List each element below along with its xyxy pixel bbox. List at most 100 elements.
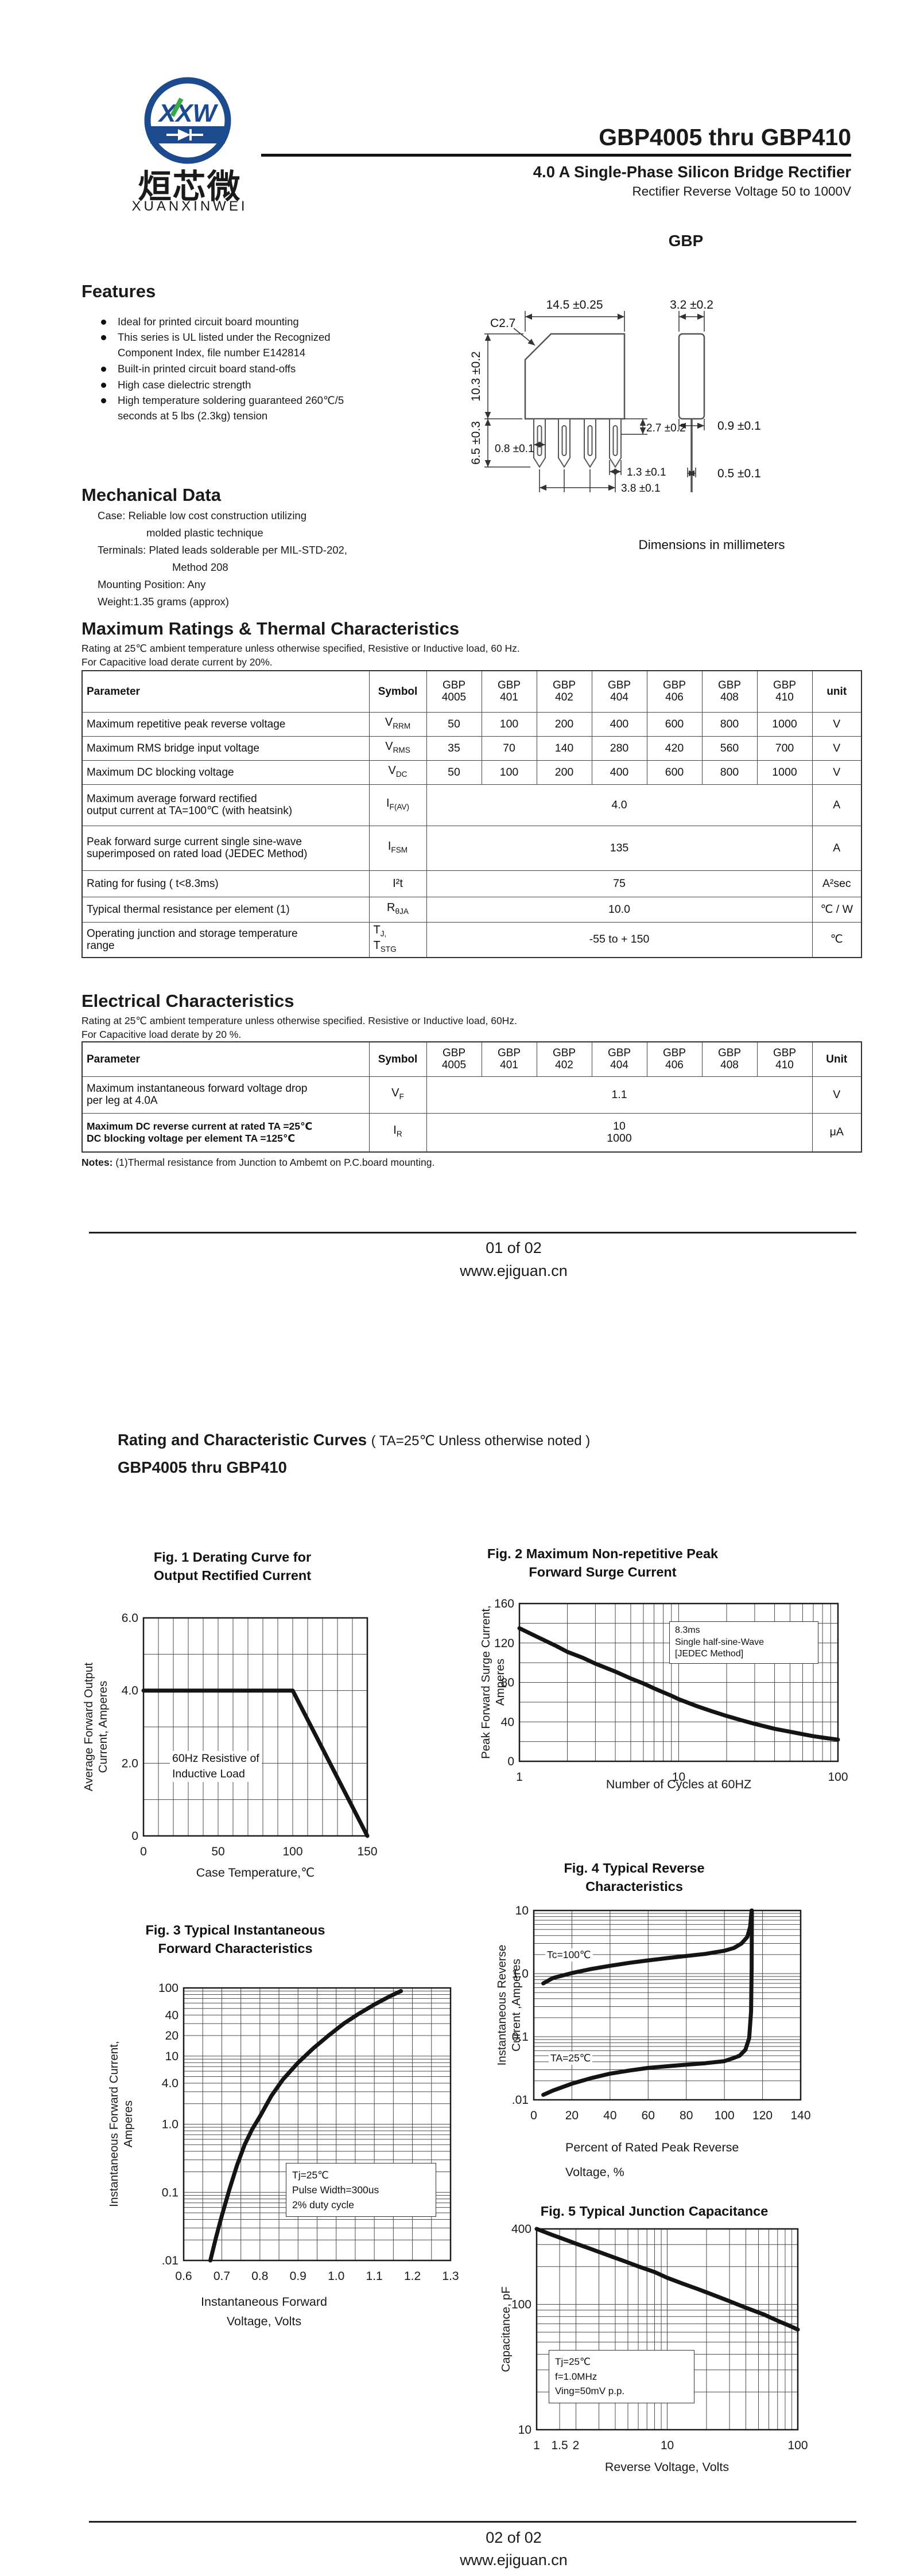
svg-text:4.0: 4.0 bbox=[162, 2077, 178, 2090]
fig5-annotation: Tj=25℃ f=1.0MHz Ving=50mV p.p. bbox=[549, 2350, 694, 2403]
logo-latin-name: XUANXINWEI bbox=[131, 199, 248, 214]
svg-text:50: 50 bbox=[211, 1845, 224, 1858]
fig1-x-axis-label: Case Temperature,℃ bbox=[196, 1866, 315, 1880]
svg-text:1.3: 1.3 bbox=[442, 2270, 459, 2283]
col-device: GBP 408 bbox=[701, 670, 758, 713]
package-side-view bbox=[678, 333, 705, 420]
svg-text:80: 80 bbox=[501, 1676, 514, 1690]
svg-text:0.9: 0.9 bbox=[290, 2270, 306, 2283]
col-device: GBP 404 bbox=[591, 670, 647, 713]
fig4-y-axis-label: Instantaneous Reverse Current ,Amperes bbox=[495, 1944, 523, 2066]
fig5-y-axis-label: Capacitance, pF bbox=[499, 2286, 513, 2372]
fig4-curve-label-ta25: TA=25℃ bbox=[549, 2052, 593, 2065]
feature-line: High temperature soldering guaranteed 26… bbox=[118, 394, 344, 406]
svg-text:100: 100 bbox=[158, 1982, 178, 1995]
col-symbol: Symbol bbox=[368, 670, 427, 713]
table-row: Maximum average forward rectified output … bbox=[82, 784, 862, 826]
fig2-surge-current-chart: 1 10 100 0 40 80 120 160 bbox=[494, 1597, 848, 1784]
fig1-derating-curve-chart: 0 50 100 150 0 2.0 4.0 6.0 bbox=[122, 1612, 378, 1858]
dimension-lines bbox=[484, 311, 705, 492]
bullet-icon bbox=[101, 398, 106, 403]
svg-text:20: 20 bbox=[165, 2029, 178, 2042]
col-device: GBP 401 bbox=[481, 670, 537, 713]
svg-text:40: 40 bbox=[603, 2109, 616, 2122]
page-number: 01 of 02 bbox=[486, 1239, 542, 1256]
table-row: Peak forward surge current single sine-w… bbox=[82, 825, 862, 871]
fig2-title: Fig. 2 Maximum Non-repetitive Peak Forwar… bbox=[487, 1546, 719, 1579]
svg-text:.01: .01 bbox=[512, 2094, 529, 2107]
ratings-subtitle2: For Capacitive load derate current by 20… bbox=[82, 656, 273, 668]
table-row: Maximum instantaneous forward voltage dr… bbox=[82, 1076, 862, 1114]
svg-text:0.7: 0.7 bbox=[214, 2270, 230, 2283]
svg-text:.01: .01 bbox=[162, 2254, 178, 2267]
fig4-curve-label-tc100: Tc=100℃ bbox=[545, 1948, 593, 1962]
dim-standoff: 2.7 ±0.2 bbox=[646, 422, 686, 434]
bullet-icon bbox=[101, 383, 106, 388]
svg-text:0.1: 0.1 bbox=[512, 2030, 529, 2044]
col-device: GBP 410 bbox=[756, 1041, 813, 1077]
svg-text:40: 40 bbox=[165, 2009, 178, 2022]
dim-lead-width: 0.9 ±0.1 bbox=[717, 419, 761, 433]
svg-text:100: 100 bbox=[828, 1770, 848, 1784]
package-outline-diagram: 14.5 ±0.25 3.2 ±0.2 C2.7 10.3 ±0.2 6.5 ±… bbox=[471, 298, 785, 552]
fig2-annotation: 8.3ms Single half-sine-Wave [JEDEC Method] bbox=[669, 1621, 818, 1664]
svg-text:0: 0 bbox=[530, 2109, 537, 2122]
mechanical-line: Terminals: Plated leads solderable per M… bbox=[98, 544, 347, 556]
col-parameter: Parameter bbox=[82, 670, 370, 713]
svg-text:0: 0 bbox=[131, 1830, 138, 1843]
svg-text:10: 10 bbox=[165, 2050, 178, 2063]
svg-text:140: 140 bbox=[790, 2109, 810, 2122]
svg-text:0: 0 bbox=[140, 1845, 147, 1858]
electrical-subtitle2: For Capacitive load derate by 20 %. bbox=[82, 1029, 242, 1040]
notes: Notes: (1)Thermal resistance from Juncti… bbox=[82, 1157, 435, 1168]
fig1-annotation: 60Hz Resistive of Inductive Load bbox=[170, 1751, 262, 1782]
svg-text:10: 10 bbox=[661, 2439, 674, 2452]
electrical-title: Electrical Characteristics bbox=[82, 991, 294, 1011]
svg-text:1.0: 1.0 bbox=[328, 2270, 344, 2283]
col-device: GBP 410 bbox=[756, 670, 813, 713]
svg-text:150: 150 bbox=[357, 1845, 377, 1858]
logo-green-slash-icon bbox=[170, 98, 184, 117]
table-row: Rating for fusing ( t<8.3ms) I²t 75 A²se… bbox=[82, 870, 862, 897]
ratings-table: Parameter Symbol GBP 4005 GBP 401 GBP 402 G… bbox=[82, 670, 862, 958]
mechanical-line: Method 208 bbox=[172, 561, 228, 573]
curves-section-title: Rating and Characteristic Curves ( TA=25… bbox=[118, 1431, 591, 1449]
svg-text:400: 400 bbox=[511, 2223, 531, 2236]
product-subtitle: 4.0 A Single-Phase Silicon Bridge Rectif… bbox=[533, 163, 851, 181]
page-number: 02 of 02 bbox=[486, 2529, 542, 2546]
fig3-y-axis-label: Instantaneous Forward Current, Amperes bbox=[107, 2041, 135, 2207]
col-device: GBP 4005 bbox=[426, 1041, 482, 1077]
svg-text:100: 100 bbox=[511, 2298, 531, 2312]
fig5-title: Fig. 5 Typical Junction Capacitance bbox=[540, 2204, 769, 2219]
fig4-title: Fig. 4 Typical Reverse Characteristics bbox=[564, 1861, 705, 1894]
table-row: Maximum RMS bridge input voltage VRMS 35… bbox=[82, 736, 862, 761]
col-device: GBP 401 bbox=[481, 1041, 537, 1077]
svg-text:1.0: 1.0 bbox=[512, 1967, 529, 1980]
footer-rule bbox=[89, 1232, 856, 1233]
col-device: GBP 406 bbox=[646, 1041, 703, 1077]
mechanical-line: molded plastic technique bbox=[146, 527, 263, 539]
svg-text:100: 100 bbox=[715, 2109, 735, 2122]
col-device: GBP 402 bbox=[536, 1041, 592, 1077]
part-range-title: GBP4005 thru GBP410 bbox=[599, 124, 851, 150]
svg-text:6.0: 6.0 bbox=[122, 1612, 138, 1625]
bullet-icon bbox=[101, 335, 106, 340]
logo-chinese-name: 烜芯微 bbox=[138, 168, 242, 205]
dim-thickness: 3.2 ±0.2 bbox=[670, 298, 713, 312]
table-header-row: Parameter Symbol GBP 4005 GBP 401 GBP 402 G… bbox=[82, 670, 862, 713]
dim-body-width: 14.5 ±0.25 bbox=[546, 298, 603, 312]
diagram-caption: Dimensions in millimeters bbox=[638, 538, 785, 552]
fig3-annotation: Tj=25℃ Pulse Width=300us 2% duty cycle bbox=[286, 2163, 436, 2217]
fig3-forward-characteristics-chart: 0.6 0.7 0.8 0.9 1.0 1.1 1.2 1.3 100 40 20 10 4.0 1.0 0… bbox=[158, 1982, 459, 2283]
footer-rule bbox=[89, 2521, 856, 2523]
svg-text:40: 40 bbox=[501, 1715, 514, 1729]
svg-text:0.6: 0.6 bbox=[175, 2270, 192, 2283]
mechanical-line: Mounting Position: Any bbox=[98, 578, 206, 590]
table-row: Maximum DC blocking voltage VDC 50 100 2… bbox=[82, 760, 862, 785]
header-rule bbox=[261, 154, 851, 157]
feature-line: This series is UL listed under the Recog… bbox=[118, 331, 331, 343]
dim-slot: 0.8 ±0.1 bbox=[495, 443, 534, 455]
svg-text:60: 60 bbox=[642, 2109, 655, 2122]
fig3-title: Fig. 3 Typical Instantaneous Forward Char… bbox=[145, 1923, 325, 1956]
svg-text:1.2: 1.2 bbox=[404, 2270, 421, 2283]
